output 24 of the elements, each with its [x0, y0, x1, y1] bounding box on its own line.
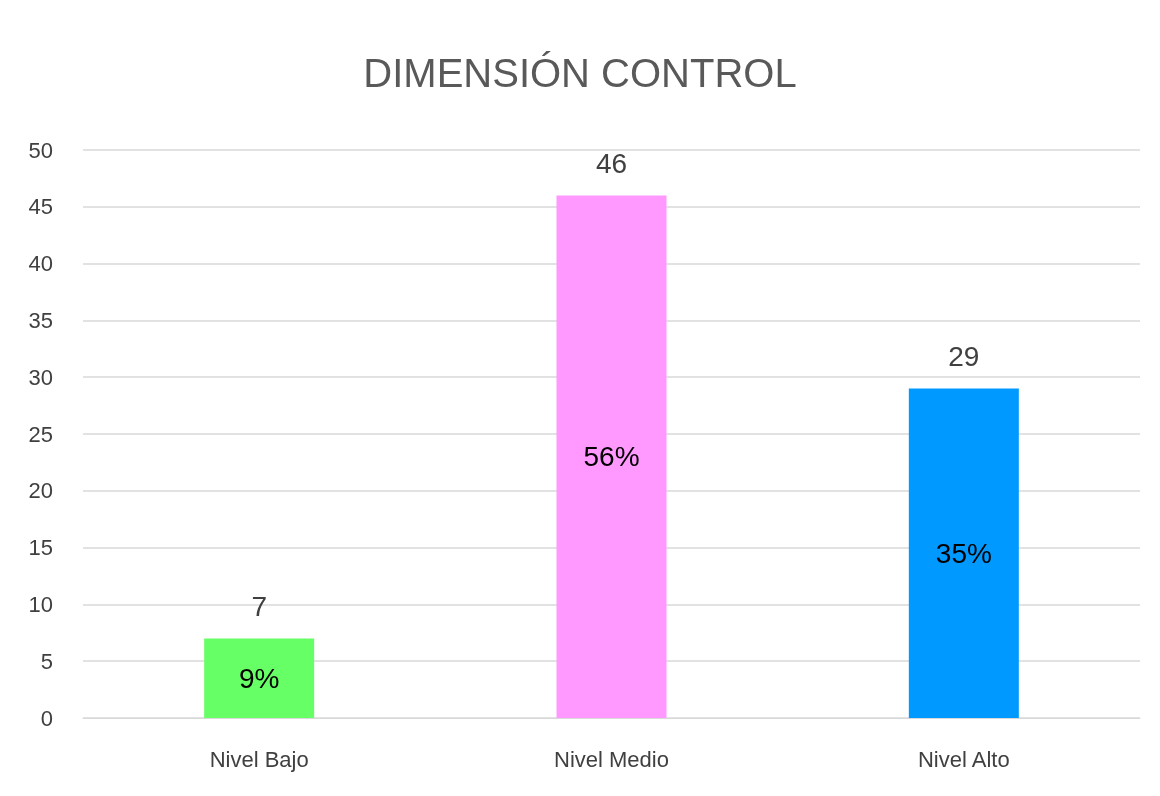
- annotation: 56%: [583, 441, 640, 473]
- y-tick-label: 5: [40, 648, 53, 674]
- annotation: 35%: [935, 537, 992, 569]
- data-label: 29: [948, 341, 980, 373]
- y-tick-label: 35: [28, 307, 53, 333]
- y-tick-label: 10: [28, 591, 53, 617]
- y-tick-label: 0: [40, 705, 53, 731]
- x-tick-label: Nivel Bajo: [209, 746, 309, 772]
- bar: [556, 195, 667, 718]
- y-tick-label: 15: [28, 535, 53, 561]
- x-tick-label: Nivel Medio: [554, 746, 669, 772]
- y-tick-label: 25: [28, 421, 53, 447]
- y-tick-label: 40: [28, 251, 53, 277]
- data-label: 46: [595, 147, 628, 179]
- y-tick-label: 20: [28, 478, 53, 504]
- y-tick-label: 45: [28, 194, 53, 220]
- x-tick-label: Nivel Alto: [917, 746, 1010, 772]
- bar: [204, 638, 315, 718]
- bar: [908, 388, 1019, 718]
- annotation: 9%: [238, 662, 280, 694]
- y-tick-label: 30: [28, 364, 53, 390]
- y-tick-label: 50: [28, 137, 53, 163]
- chart-title: DIMENSIÓN CONTROL: [363, 51, 797, 95]
- data-label: 7: [251, 590, 267, 622]
